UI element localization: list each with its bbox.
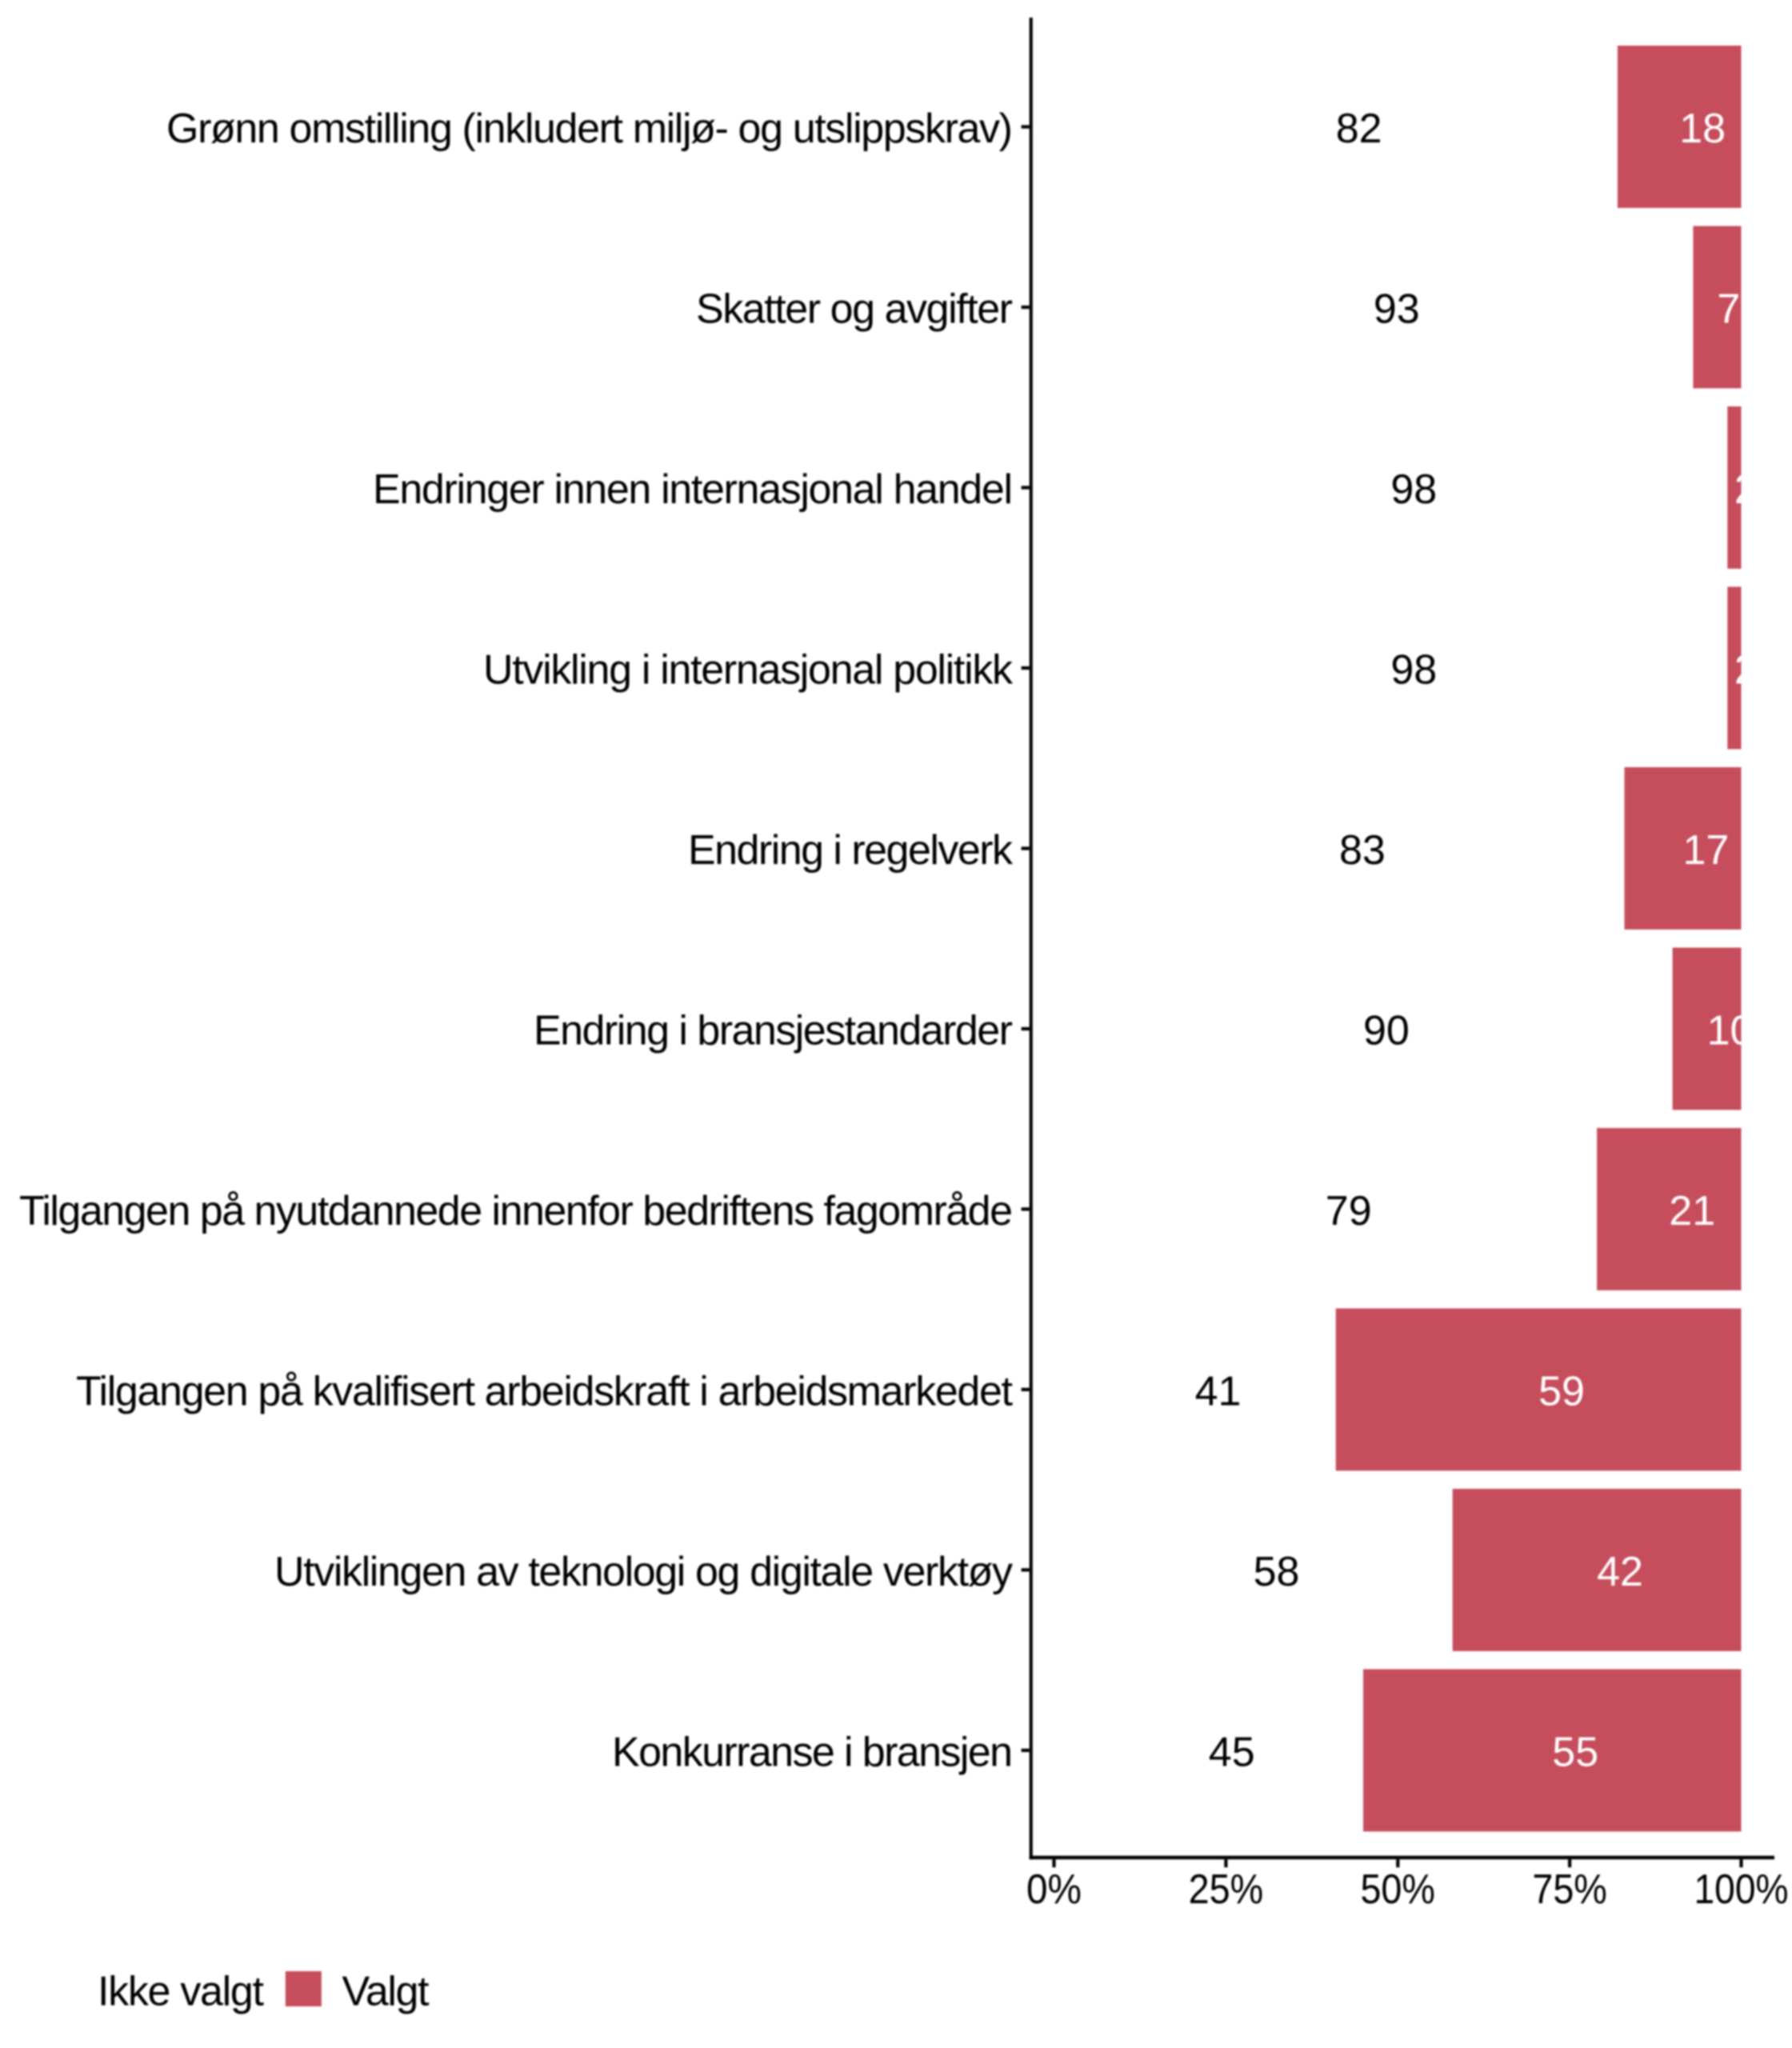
svg-text:10: 10 bbox=[1707, 1008, 1754, 1054]
svg-text:21: 21 bbox=[1669, 1188, 1715, 1234]
svg-text:Grønn omstilling (inkludert mi: Grønn omstilling (inkludert miljø- og ut… bbox=[166, 106, 1013, 152]
svg-text:0%: 0% bbox=[1026, 1866, 1082, 1913]
svg-text:55: 55 bbox=[1552, 1729, 1598, 1775]
svg-text:82: 82 bbox=[1336, 106, 1382, 152]
svg-text:75%: 75% bbox=[1532, 1866, 1607, 1913]
svg-text:79: 79 bbox=[1326, 1188, 1372, 1234]
svg-text:45: 45 bbox=[1209, 1729, 1255, 1775]
svg-text:98: 98 bbox=[1390, 647, 1437, 694]
svg-text:93: 93 bbox=[1374, 286, 1420, 333]
svg-text:83: 83 bbox=[1339, 827, 1386, 874]
svg-text:7: 7 bbox=[1717, 286, 1740, 333]
svg-text:41: 41 bbox=[1195, 1368, 1242, 1414]
svg-text:58: 58 bbox=[1254, 1549, 1300, 1595]
svg-text:Tilgangen på kvalifisert arbei: Tilgangen på kvalifisert arbeidskraft i … bbox=[76, 1368, 1014, 1414]
svg-text:42: 42 bbox=[1597, 1549, 1643, 1595]
svg-text:Utviklingen av teknologi og di: Utviklingen av teknologi og digitale ver… bbox=[274, 1549, 1013, 1595]
svg-text:Valgt: Valgt bbox=[342, 1969, 430, 2015]
svg-text:100%: 100% bbox=[1694, 1866, 1789, 1913]
svg-text:90: 90 bbox=[1363, 1008, 1410, 1054]
svg-text:18: 18 bbox=[1679, 106, 1726, 152]
svg-text:50%: 50% bbox=[1360, 1866, 1435, 1913]
svg-text:2: 2 bbox=[1734, 466, 1758, 513]
svg-text:25%: 25% bbox=[1189, 1866, 1264, 1913]
svg-text:Utvikling i internasjonal poli: Utvikling i internasjonal politikk bbox=[483, 647, 1014, 694]
svg-text:59: 59 bbox=[1538, 1368, 1585, 1414]
svg-text:17: 17 bbox=[1683, 827, 1730, 874]
svg-text:Endringer innen internasjonal: Endringer innen internasjonal handel bbox=[373, 466, 1013, 513]
svg-text:Ikke valgt: Ikke valgt bbox=[98, 1969, 265, 2015]
svg-text:98: 98 bbox=[1390, 466, 1437, 513]
svg-text:Endring i bransjestandarder: Endring i bransjestandarder bbox=[534, 1008, 1013, 1054]
svg-text:Skatter og avgifter: Skatter og avgifter bbox=[696, 286, 1013, 333]
svg-text:Tilgangen på nyutdannede innen: Tilgangen på nyutdannede innenfor bedrif… bbox=[19, 1188, 1013, 1234]
svg-text:2: 2 bbox=[1734, 647, 1758, 694]
svg-text:Konkurranse i bransjen: Konkurranse i bransjen bbox=[612, 1729, 1013, 1775]
svg-text:Endring i regelverk: Endring i regelverk bbox=[688, 827, 1014, 874]
